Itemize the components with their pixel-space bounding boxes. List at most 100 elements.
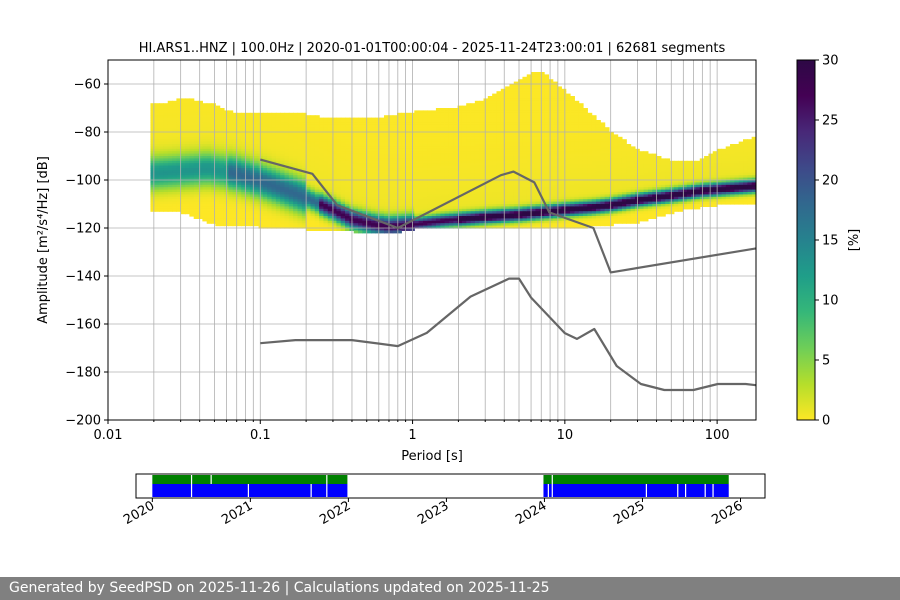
heatmap-cell bbox=[500, 100, 506, 104]
heatmap-cell bbox=[202, 110, 208, 114]
heatmap-cell bbox=[301, 165, 307, 169]
heatmap-cell bbox=[172, 180, 178, 183]
heatmap-cell bbox=[215, 218, 221, 222]
heatmap-cell bbox=[275, 180, 281, 183]
heatmap-cell bbox=[198, 175, 203, 179]
heatmap-cell bbox=[202, 136, 208, 140]
heatmap-cell bbox=[262, 175, 268, 179]
heatmap-cell bbox=[392, 115, 398, 119]
heatmap-cell bbox=[384, 218, 389, 222]
heatmap-cell bbox=[544, 225, 549, 229]
heatmap-cell bbox=[353, 165, 359, 169]
heatmap-cell bbox=[275, 165, 281, 169]
heatmap-cell bbox=[167, 112, 173, 116]
heatmap-cell bbox=[453, 199, 459, 203]
heatmap-cell bbox=[293, 117, 299, 121]
heatmap-cell bbox=[570, 192, 575, 195]
heatmap-cell bbox=[418, 110, 424, 114]
heatmap-cell bbox=[297, 189, 303, 193]
heatmap-cell bbox=[271, 208, 277, 212]
heatmap-cell bbox=[185, 141, 190, 145]
heatmap-cell bbox=[185, 117, 190, 121]
heatmap-cell bbox=[150, 168, 156, 171]
heatmap-cell bbox=[193, 189, 199, 193]
heatmap-cell bbox=[518, 144, 524, 147]
heatmap-cell bbox=[418, 199, 424, 203]
heatmap-cell bbox=[340, 141, 346, 145]
heatmap-cell bbox=[375, 184, 381, 188]
heatmap-cell bbox=[353, 136, 359, 140]
heatmap-cell bbox=[241, 192, 247, 195]
heatmap-cell bbox=[500, 156, 506, 159]
psd-plot: 0.01 0.1 1 10 100 −200−180−160−140−120−100−8… bbox=[65, 59, 757, 443]
heatmap-cell bbox=[544, 220, 549, 224]
heatmap-cell bbox=[340, 132, 346, 135]
heatmap-cell bbox=[293, 216, 299, 219]
heatmap-cell bbox=[293, 225, 299, 229]
heatmap-cell bbox=[431, 158, 437, 162]
heatmap-cell bbox=[457, 144, 463, 147]
heatmap-cell bbox=[332, 208, 338, 212]
heatmap-cell bbox=[435, 218, 441, 222]
heatmap-cell bbox=[345, 136, 351, 140]
heatmap-cell bbox=[362, 139, 368, 143]
heatmap-cell bbox=[531, 129, 537, 133]
heatmap-cell bbox=[375, 230, 381, 234]
heatmap-cell bbox=[258, 170, 264, 174]
heatmap-cell bbox=[487, 122, 493, 126]
heatmap-cell bbox=[228, 194, 234, 198]
heatmap-cell bbox=[492, 139, 498, 143]
heatmap-cell bbox=[509, 208, 515, 212]
heatmap-cell bbox=[211, 156, 216, 159]
heatmap-cell bbox=[384, 208, 389, 212]
heatmap-cell bbox=[470, 139, 476, 143]
heatmap-cell bbox=[241, 201, 247, 205]
heatmap-cell bbox=[358, 194, 363, 198]
heatmap-cell bbox=[219, 136, 225, 140]
heatmap-cell bbox=[185, 187, 190, 191]
heatmap-cell bbox=[258, 139, 264, 143]
heatmap-cell bbox=[198, 201, 203, 205]
heatmap-cell bbox=[154, 129, 160, 133]
heatmap-cell bbox=[513, 148, 519, 152]
heatmap-cell bbox=[254, 192, 260, 195]
heatmap-cell bbox=[172, 153, 178, 157]
heatmap-cell bbox=[440, 218, 446, 222]
heatmap-cell bbox=[345, 146, 351, 150]
heatmap-cell bbox=[262, 187, 268, 191]
heatmap-cell bbox=[487, 189, 493, 193]
heatmap-cell bbox=[414, 153, 420, 157]
heatmap-cell bbox=[336, 184, 342, 188]
heatmap-cell bbox=[150, 156, 156, 159]
heatmap-cell bbox=[548, 122, 554, 126]
heatmap-cell bbox=[431, 216, 437, 219]
heatmap-cell bbox=[323, 141, 329, 145]
heatmap-cell bbox=[448, 204, 454, 207]
heatmap-cell bbox=[336, 148, 342, 152]
heatmap-cell bbox=[232, 204, 238, 207]
heatmap-cell bbox=[219, 216, 225, 219]
heatmap-cell bbox=[358, 201, 363, 205]
heatmap-cell bbox=[565, 187, 571, 191]
heatmap-cell bbox=[340, 228, 346, 231]
heatmap-cell bbox=[518, 196, 524, 200]
heatmap-cell bbox=[570, 136, 575, 140]
heatmap-cell bbox=[405, 160, 411, 164]
heatmap-cell bbox=[245, 172, 251, 176]
heatmap-cell bbox=[392, 196, 398, 200]
heatmap-cell bbox=[526, 91, 532, 95]
heatmap-cell bbox=[215, 213, 221, 217]
heatmap-cell bbox=[431, 225, 437, 229]
heatmap-cell bbox=[288, 141, 294, 145]
heatmap-cell bbox=[470, 225, 476, 229]
heatmap-cell bbox=[509, 160, 515, 164]
heatmap-cell bbox=[249, 139, 255, 143]
heatmap-cell bbox=[275, 182, 281, 186]
heatmap-cell bbox=[535, 76, 541, 80]
heatmap-cell bbox=[405, 158, 411, 162]
heatmap-cell bbox=[548, 86, 554, 90]
heatmap-cell bbox=[557, 132, 562, 135]
heatmap-cell bbox=[565, 204, 571, 207]
heatmap-cell bbox=[427, 184, 433, 188]
heatmap-cell bbox=[202, 120, 208, 123]
